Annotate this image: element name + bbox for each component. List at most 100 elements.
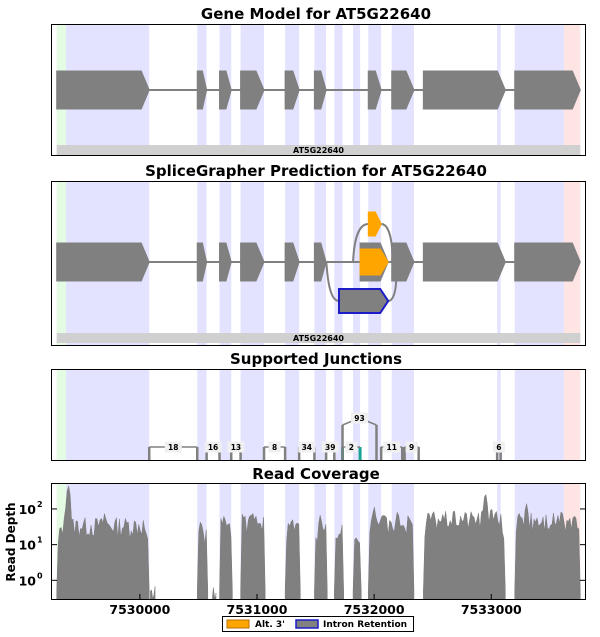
junction-count: 18	[168, 443, 178, 452]
coverage-segment	[212, 587, 217, 600]
exon	[313, 242, 327, 282]
gene-bar-label: AT5G22640	[293, 334, 344, 343]
shaded-region-exon	[497, 370, 501, 460]
coverage-segment	[240, 512, 266, 600]
x-tick-label: 7531000	[227, 602, 288, 617]
junction-count-box	[321, 441, 339, 453]
junction-count: 6	[496, 443, 501, 452]
y-tick-label: 10	[19, 538, 37, 553]
junctions-frame	[51, 369, 586, 461]
junction-count: 16	[208, 443, 218, 452]
exon	[196, 242, 208, 282]
junctions-region-shading	[56, 370, 581, 460]
alt3-connector	[352, 223, 369, 263]
y-tick-exponent: 0	[37, 571, 43, 580]
alt3-exon	[359, 248, 389, 276]
coverage-segment	[56, 485, 150, 600]
alt3-exon	[367, 211, 382, 237]
exon	[422, 70, 506, 110]
gene-model-exons: AT5G22640	[56, 70, 581, 155]
legend-label-intron-retention: Intron Retention	[323, 620, 407, 630]
coverage-segment	[352, 537, 362, 600]
exon	[219, 242, 232, 282]
junction-count-box	[227, 441, 245, 453]
coverage-x-axis: 7530000 7531000 7532000 7533000	[109, 594, 522, 617]
legend-swatch-alt3	[226, 619, 250, 629]
coverage-segment	[368, 507, 415, 600]
coverage-frame	[51, 483, 586, 600]
exon	[284, 70, 300, 110]
x-tick-label: 7532000	[344, 602, 405, 617]
junction-count: 34	[302, 443, 312, 452]
shaded-region-utr3	[563, 370, 581, 460]
exon	[219, 70, 232, 110]
junction-count-box	[405, 441, 418, 453]
gene-bar	[56, 145, 581, 155]
intron-retention-exon	[338, 288, 390, 314]
shaded-region-exon	[285, 370, 300, 460]
coverage-area	[56, 485, 581, 600]
shaded-region-exon	[334, 370, 343, 460]
legend: Alt. 3' Intron Retention	[222, 616, 414, 632]
coverage-segment	[284, 519, 301, 600]
junction-count: 93	[354, 414, 364, 423]
gene-model-panel: Gene Model for AT5G22640 AT5G22640	[51, 5, 586, 156]
junction-count-box	[298, 441, 316, 453]
shaded-region-exon	[368, 370, 382, 460]
coverage-segment	[219, 515, 233, 600]
exon	[367, 70, 382, 110]
junction-count: 8	[272, 443, 277, 452]
exon	[391, 70, 415, 110]
legend-swatch-intron-retention	[295, 619, 319, 629]
junction-count: 2	[349, 443, 354, 452]
y-tick-exponent: 2	[37, 500, 43, 509]
coverage-title: Read Coverage	[252, 465, 380, 483]
gene-bar-label: AT5G22640	[293, 146, 344, 155]
y-tick-label: 10	[19, 502, 37, 517]
splicegrapher-frame	[51, 181, 586, 346]
splicegrapher-panel: SpliceGrapher Prediction for AT5G22640 A…	[51, 162, 586, 346]
x-tick-label: 7533000	[461, 602, 522, 617]
exon	[514, 70, 581, 110]
junction-count-box	[351, 412, 368, 424]
junction-count-box	[164, 441, 182, 453]
junction-count: 39	[325, 443, 335, 452]
shaded-region-exon	[391, 370, 414, 460]
junction-count: 9	[409, 443, 414, 452]
gene-bar	[56, 333, 581, 343]
exon	[313, 70, 327, 110]
coverage-segment	[150, 586, 156, 600]
exon	[284, 242, 300, 282]
gene-model-frame	[51, 24, 586, 156]
shaded-region-exon	[66, 370, 150, 460]
shaded-region-exon	[219, 370, 232, 460]
exon	[240, 70, 265, 110]
shaded-region-exon	[240, 370, 265, 460]
x-tick-label: 7530000	[109, 602, 170, 617]
exon	[240, 242, 265, 282]
shaded-region-exon	[334, 182, 343, 345]
shaded-region-exon	[353, 182, 361, 345]
splicegrapher-exons: AT5G22640	[56, 211, 581, 343]
junction-count: 11	[386, 443, 396, 452]
coverage-segment	[423, 493, 506, 600]
junction-count-box	[345, 441, 358, 453]
exon	[56, 242, 150, 282]
coverage-segment	[514, 503, 581, 600]
junction-count-box	[383, 441, 401, 453]
shaded-region-exon	[314, 370, 327, 460]
y-tick-exponent: 1	[37, 536, 43, 545]
coverage-segment	[314, 515, 328, 600]
coverage-segment	[334, 524, 344, 600]
junction-count-box	[268, 441, 281, 453]
exon	[422, 242, 506, 282]
shaded-region-exon	[197, 370, 207, 460]
coverage-y-axis-label: Read Depth	[4, 502, 18, 581]
junction-count-box	[492, 441, 505, 453]
splicegrapher-title: SpliceGrapher Prediction for AT5G22640	[145, 162, 487, 180]
y-tick-label: 10	[19, 573, 37, 588]
junctions-title: Supported Junctions	[230, 350, 402, 368]
